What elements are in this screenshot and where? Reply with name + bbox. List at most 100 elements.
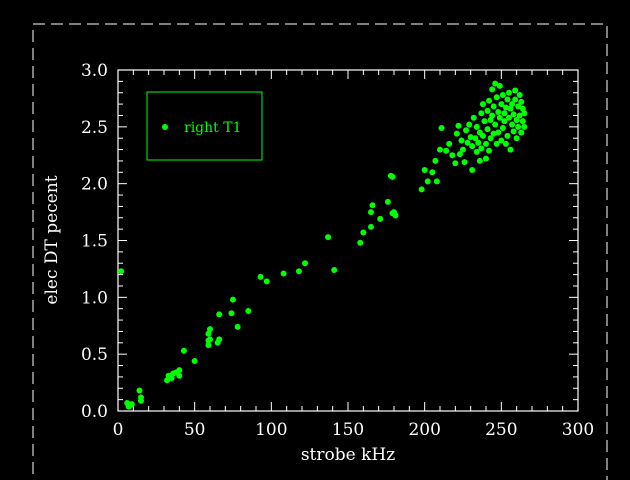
data-point <box>507 105 514 112</box>
data-point <box>513 135 520 142</box>
data-point <box>458 137 465 144</box>
data-point <box>368 209 374 216</box>
data-point <box>464 139 471 146</box>
data-point <box>512 96 519 103</box>
data-point <box>516 112 523 119</box>
data-point <box>230 296 236 303</box>
data-point <box>418 186 425 193</box>
legend: right T1 <box>146 91 263 161</box>
data-point <box>510 128 517 135</box>
data-point <box>519 118 526 125</box>
data-point <box>207 336 213 343</box>
x-tick-label: 0 <box>113 420 124 440</box>
data-point <box>513 117 520 124</box>
data-point <box>280 270 287 277</box>
x-tick-label: 300 <box>562 420 594 440</box>
data-point <box>257 273 264 280</box>
y-tick-label: 2.0 <box>81 175 108 195</box>
data-point <box>389 173 396 180</box>
data-point <box>510 111 517 118</box>
data-point <box>460 146 466 153</box>
data-point <box>496 114 503 121</box>
data-point <box>449 152 456 159</box>
data-point <box>234 323 241 330</box>
data-point <box>438 124 445 131</box>
data-point <box>461 159 468 166</box>
y-tick-label: 1.5 <box>81 232 108 252</box>
data-point <box>495 109 502 116</box>
data-point <box>487 117 494 124</box>
data-point <box>504 132 511 139</box>
data-point <box>512 87 519 94</box>
data-point <box>486 147 493 154</box>
data-point <box>331 267 338 274</box>
data-point <box>519 105 526 112</box>
legend-label: right T1 <box>184 120 241 136</box>
data-point <box>455 122 462 129</box>
data-point <box>453 130 460 137</box>
data-point <box>483 140 489 147</box>
data-point <box>263 278 270 285</box>
data-point <box>466 121 473 128</box>
data-point <box>443 147 450 154</box>
data-point <box>518 129 525 136</box>
data-point <box>518 98 525 105</box>
data-point <box>478 145 485 152</box>
y-tick-label: 1.0 <box>81 288 108 308</box>
data-point <box>473 123 480 130</box>
data-point <box>495 129 502 136</box>
legend-box <box>146 91 263 161</box>
data-point <box>207 326 213 333</box>
data-point <box>507 146 514 153</box>
data-point <box>496 82 503 89</box>
data-point <box>492 121 499 128</box>
data-point <box>498 137 505 144</box>
data-point <box>302 260 309 267</box>
data-point <box>478 110 485 117</box>
data-point <box>515 123 522 130</box>
data-point <box>325 234 332 241</box>
data-point <box>369 202 376 209</box>
data-point <box>516 92 523 99</box>
data-point <box>476 157 483 164</box>
x-axis-label: strobe kHz <box>301 445 395 465</box>
data-point <box>469 143 476 150</box>
data-point <box>128 401 135 408</box>
data-point <box>509 121 516 128</box>
data-point <box>484 107 491 114</box>
y-tick-label: 2.5 <box>81 118 108 138</box>
data-point <box>479 101 486 108</box>
data-point <box>360 229 367 236</box>
data-point <box>205 330 212 337</box>
data-point <box>502 104 509 111</box>
y-tick-labels: 0.0 0.5 1.0 1.5 2.0 2.5 3.0 <box>81 61 108 422</box>
data-point <box>176 367 183 374</box>
data-point <box>118 268 125 275</box>
data-point <box>501 118 508 125</box>
data-point <box>521 123 528 130</box>
data-point <box>499 124 506 131</box>
data-point <box>486 97 493 104</box>
data-point <box>467 134 474 141</box>
data-point <box>176 372 183 379</box>
data-points <box>118 80 528 410</box>
data-point <box>506 114 512 121</box>
x-tick-label: 50 <box>184 420 206 440</box>
data-point <box>368 223 374 230</box>
data-point <box>483 155 489 162</box>
data-point <box>463 127 470 134</box>
data-point <box>479 132 486 139</box>
data-point <box>456 151 463 158</box>
x-tick-label: 150 <box>332 420 364 440</box>
data-point <box>191 357 198 364</box>
data-point <box>473 148 480 155</box>
data-point <box>377 215 384 222</box>
legend-marker <box>162 124 168 130</box>
data-point <box>502 140 509 147</box>
data-point <box>521 110 528 117</box>
data-point <box>469 167 476 174</box>
data-point <box>384 198 391 205</box>
y-tick-label: 0.5 <box>81 345 108 365</box>
